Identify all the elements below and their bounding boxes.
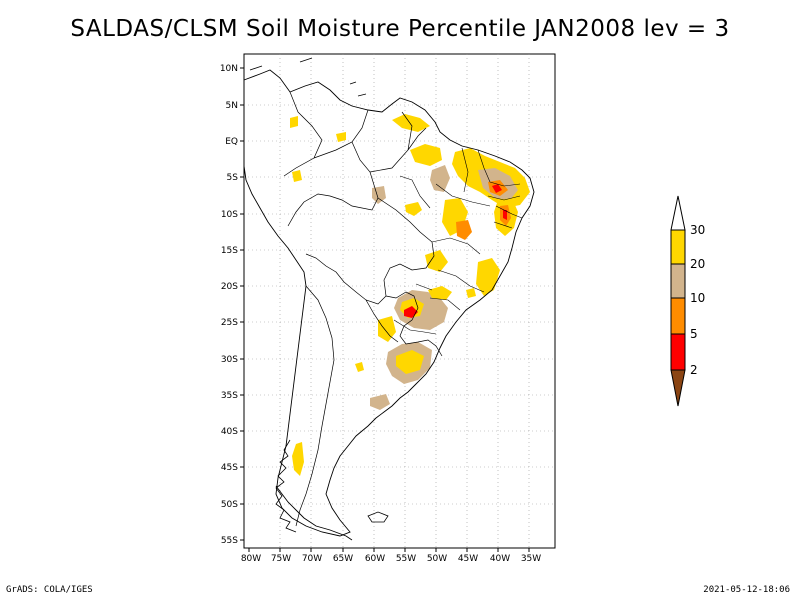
lat-label: 15S xyxy=(221,246,238,256)
colorbar-labels: 30 20 10 5 2 xyxy=(690,223,705,377)
lon-label: 60W xyxy=(365,554,385,564)
coastline-fjords xyxy=(275,439,297,533)
lon-label: 65W xyxy=(333,554,353,564)
lat-label: 10S xyxy=(221,210,238,220)
falkland-islands xyxy=(367,511,389,523)
lat-label: 5S xyxy=(227,173,239,183)
state-borders xyxy=(393,147,523,335)
lat-labels: 10N 5N EQ 5S 10S 15S 20S 25S 30S 35S 40S… xyxy=(220,64,238,546)
lon-label: 70W xyxy=(302,554,322,564)
lon-label: 80W xyxy=(241,554,261,564)
colorbar-5-10 xyxy=(670,297,686,335)
coastline-south-tip xyxy=(275,485,353,541)
render-timestamp: 2021-05-12-18:06 xyxy=(703,585,790,595)
lat-label: 25S xyxy=(221,318,238,328)
lon-label: 50W xyxy=(427,554,447,564)
grads-credit: GrADS: COLA/IGES xyxy=(6,585,93,595)
colorbar-2-5 xyxy=(670,333,686,371)
lat-label: 55S xyxy=(221,536,238,546)
lon-label: 55W xyxy=(396,554,416,564)
lon-label: 35W xyxy=(521,554,541,564)
colorbar-above-30 xyxy=(670,195,686,231)
coastline xyxy=(243,69,535,537)
colorbar xyxy=(670,195,686,407)
caribbean-islands xyxy=(249,57,367,97)
colorbar-label: 10 xyxy=(690,291,705,305)
colorbar-label: 20 xyxy=(690,257,705,271)
lat-label: 35S xyxy=(221,391,238,401)
lat-label: 50S xyxy=(221,500,238,510)
lat-label: 5N xyxy=(226,101,238,111)
lon-label: 45W xyxy=(458,554,478,564)
lat-label: 40S xyxy=(221,427,238,437)
lat-label: 10N xyxy=(220,64,238,74)
colorbar-label: 5 xyxy=(690,327,698,341)
lat-label: 45S xyxy=(221,463,238,473)
colorbar-below-2 xyxy=(670,369,686,407)
colorbar-20-30 xyxy=(670,229,686,265)
lat-label: 30S xyxy=(221,355,238,365)
lat-label: 20S xyxy=(221,282,238,292)
lon-label: 75W xyxy=(271,554,291,564)
colorbar-10-20 xyxy=(670,263,686,299)
axis-ticks xyxy=(240,67,530,552)
country-borders xyxy=(283,91,443,527)
colorbar-label: 2 xyxy=(690,363,698,377)
lat-label: EQ xyxy=(225,137,238,147)
map-title: SALDAS/CLSM Soil Moisture Percentile JAN… xyxy=(70,16,730,42)
lon-label: 40W xyxy=(490,554,510,564)
colorbar-label: 30 xyxy=(690,223,705,237)
lon-labels: 80W 75W 70W 65W 60W 55W 50W 45W 40W 35W xyxy=(241,554,541,564)
